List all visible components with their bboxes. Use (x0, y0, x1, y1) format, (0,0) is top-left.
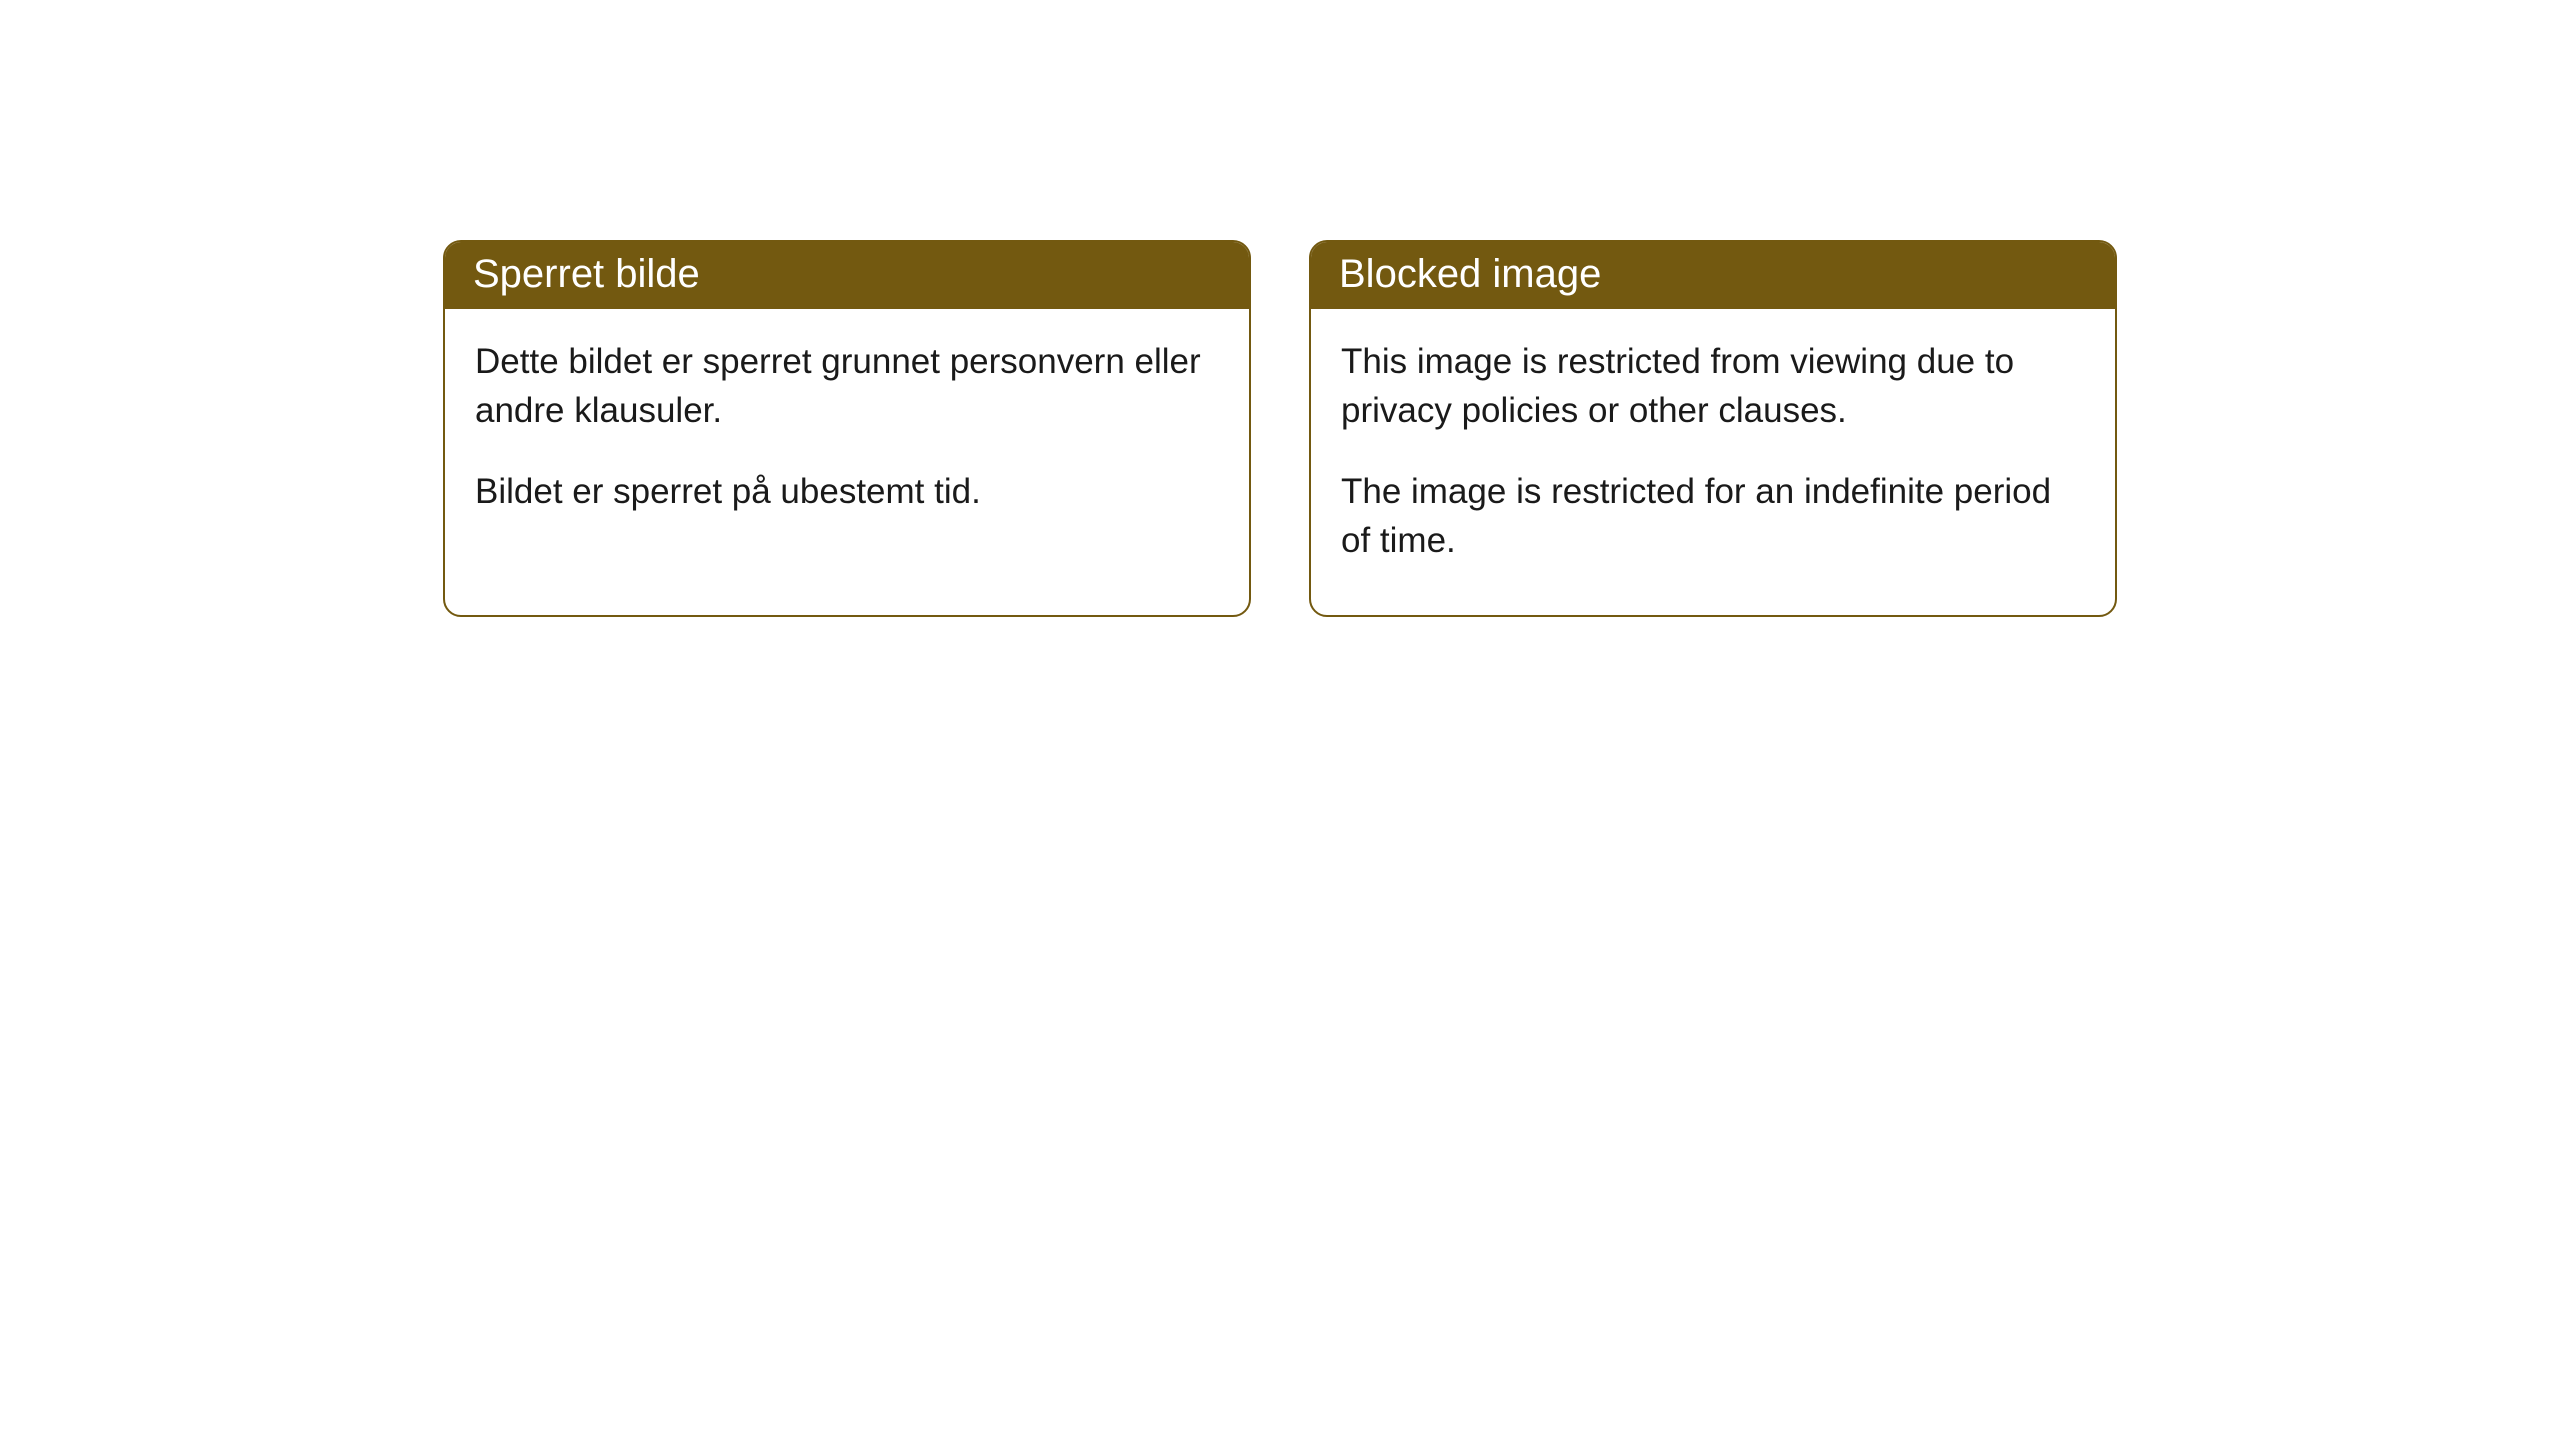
card-paragraph: Dette bildet er sperret grunnet personve… (475, 337, 1219, 435)
card-paragraph: This image is restricted from viewing du… (1341, 337, 2085, 435)
card-paragraph: Bildet er sperret på ubestemt tid. (475, 467, 1219, 516)
notice-cards-container: Sperret bilde Dette bildet er sperret gr… (0, 240, 2560, 617)
card-header: Blocked image (1311, 242, 2115, 309)
notice-card-english: Blocked image This image is restricted f… (1309, 240, 2117, 617)
card-body: This image is restricted from viewing du… (1311, 309, 2115, 615)
card-paragraph: The image is restricted for an indefinit… (1341, 467, 2085, 565)
card-body: Dette bildet er sperret grunnet personve… (445, 309, 1249, 566)
card-header: Sperret bilde (445, 242, 1249, 309)
notice-card-norwegian: Sperret bilde Dette bildet er sperret gr… (443, 240, 1251, 617)
